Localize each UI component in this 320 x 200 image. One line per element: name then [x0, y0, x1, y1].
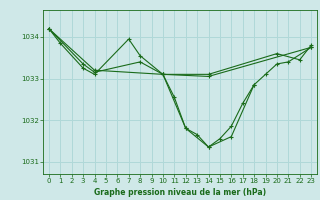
X-axis label: Graphe pression niveau de la mer (hPa): Graphe pression niveau de la mer (hPa): [94, 188, 266, 197]
